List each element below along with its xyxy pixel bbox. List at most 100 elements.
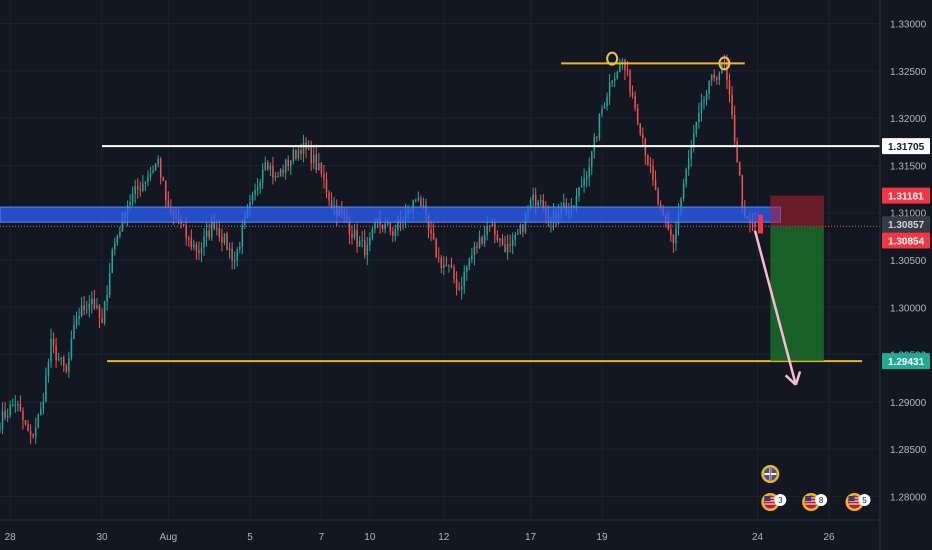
candle-body: [1, 411, 4, 429]
price-axis[interactable]: 1.33000 1.32500 1.32000 1.31500 1.31000 1.305…: [879, 0, 932, 550]
candle-body: [358, 240, 361, 247]
candle-body: [708, 80, 710, 94]
candle-body: [460, 286, 463, 290]
candle-body: [392, 231, 394, 236]
candle-body: [499, 238, 501, 241]
candle-body: [315, 154, 318, 171]
candle-body: [40, 408, 42, 416]
candle-body: [269, 166, 272, 170]
candle-body: [96, 305, 98, 309]
candle-body: [47, 362, 50, 376]
support-zone-rect[interactable]: [0, 206, 782, 223]
us-event-badge-1[interactable]: 3: [761, 493, 787, 511]
candle-body: [468, 259, 471, 267]
candle-body: [486, 226, 488, 235]
candle-body: [718, 73, 721, 80]
candle-body: [624, 60, 626, 71]
candle-body: [726, 63, 728, 81]
peak-marker-1[interactable]: [606, 51, 619, 66]
candle-body: [91, 298, 93, 305]
candle-body: [705, 93, 708, 101]
candle-body: [680, 198, 682, 213]
candle-body: [575, 195, 578, 207]
candle-body: [353, 230, 356, 238]
candle-body: [274, 175, 277, 178]
candle-body: [430, 229, 432, 234]
candle-body: [478, 237, 481, 248]
candle-body: [157, 159, 159, 164]
candle-body: [629, 70, 631, 93]
price-tick-label: 1.31000: [890, 209, 927, 220]
us-event-badge-2[interactable]: 8: [802, 493, 828, 511]
candle-body: [445, 264, 448, 267]
candle-body: [83, 305, 85, 310]
candle-body: [593, 137, 596, 152]
candle-body: [471, 255, 473, 260]
candle-body: [670, 229, 672, 236]
candle-body: [277, 175, 279, 177]
candle-body: [603, 106, 606, 109]
candle-body: [190, 237, 193, 248]
take-profit-zone[interactable]: [770, 226, 824, 362]
candle-body: [537, 201, 539, 206]
candle-body: [448, 265, 450, 267]
price-tick-label: 1.30500: [890, 256, 927, 267]
candle-body: [24, 420, 27, 425]
candle-body: [386, 222, 389, 224]
candle-body: [29, 431, 32, 435]
candle-body: [272, 166, 274, 178]
candle-body: [0, 428, 1, 430]
candle-body: [312, 154, 315, 164]
time-tick-label: 7: [319, 532, 325, 543]
candle-body: [542, 200, 545, 207]
candle-body: [657, 189, 659, 205]
candle-body: [98, 305, 101, 319]
candle-body: [529, 199, 532, 209]
us-event-badge-3[interactable]: 5: [845, 493, 871, 511]
candle-body: [532, 194, 534, 200]
candle-body: [297, 149, 300, 159]
time-axis[interactable]: 28 30 Aug 5 7 10 12 17 19 24 26: [0, 519, 880, 543]
candle-body: [19, 404, 22, 411]
candle-body: [361, 239, 363, 241]
candle-body: [733, 115, 736, 142]
candle-body: [290, 161, 292, 167]
peak-marker-2[interactable]: [718, 56, 731, 71]
candle-body: [695, 121, 698, 134]
candle-body: [310, 147, 312, 164]
entry-label-bg: [882, 232, 930, 249]
candle-body: [389, 222, 392, 232]
candle-body: [142, 183, 144, 191]
time-tick-label: 30: [96, 532, 108, 543]
down-arrow-head: [794, 371, 802, 386]
time-tick-label: 12: [438, 532, 450, 543]
event-count: 5: [862, 496, 867, 505]
candle-body: [481, 237, 483, 244]
uk-event-badge[interactable]: [761, 465, 780, 483]
current-label-bg: [882, 216, 930, 233]
candle-body: [323, 173, 325, 180]
current-label: 1.30857: [888, 220, 925, 231]
event-badges[interactable]: 3 8 5: [761, 465, 871, 511]
candle-body: [483, 234, 486, 244]
candle-body: [111, 249, 113, 273]
last-candle-marker: [758, 214, 764, 234]
down-arrow-shaft[interactable]: [753, 230, 798, 386]
candle-body: [626, 70, 629, 72]
stop-loss-zone[interactable]: [770, 195, 824, 227]
price-axis-bg: [880, 0, 932, 550]
candle-body: [193, 244, 195, 248]
candle-body: [187, 237, 190, 239]
candle-body: [32, 434, 34, 437]
candle-body: [9, 404, 11, 416]
price-tick-label: 1.28500: [890, 445, 927, 456]
candle-body: [616, 71, 619, 79]
target-label-bg: [882, 353, 930, 370]
candle-body: [639, 123, 641, 134]
candle-body: [292, 150, 295, 162]
chart-drawings[interactable]: [0, 51, 880, 386]
candle-body: [307, 147, 310, 150]
candle-body: [504, 244, 506, 253]
candle-body: [588, 167, 590, 177]
